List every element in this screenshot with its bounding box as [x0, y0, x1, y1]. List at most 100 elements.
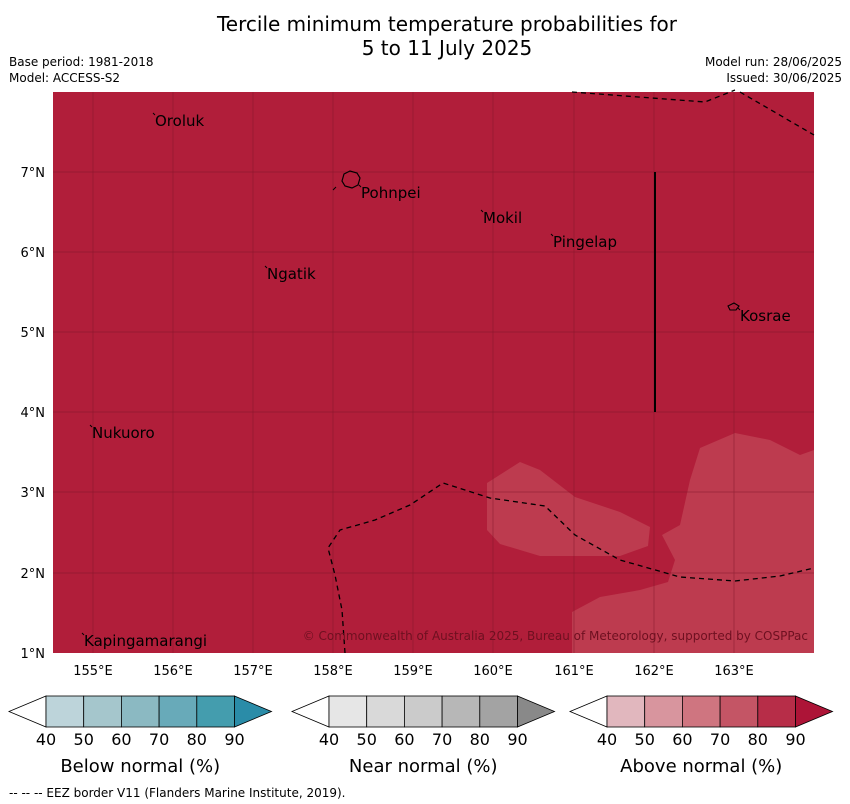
graticule	[53, 92, 814, 653]
latitude-label: 3°N	[21, 486, 46, 501]
legend-color-bin	[403, 695, 443, 728]
eez-border-south	[327, 482, 815, 654]
legend-color-bin	[83, 695, 122, 728]
place-label: Nukuoro	[92, 424, 155, 442]
place-marker	[480, 209, 484, 213]
longitude-labels: 155°E 156°E 157°E 158°E 159°E 160°E 161°E 162°E…	[73, 664, 754, 679]
place-label: Pingelap	[553, 233, 617, 251]
legend-tick-label: 90	[785, 730, 805, 749]
map-title: Tercile minimum temperature probabilitie…	[0, 12, 850, 60]
kosrae-island-outline	[727, 302, 740, 311]
issued-date: Issued: 30/06/2025	[726, 71, 842, 85]
legend-tick-label: 80	[748, 730, 768, 749]
near-probability-patch	[487, 462, 650, 556]
legend-color-bin	[45, 695, 85, 728]
eez-border-north	[571, 89, 736, 103]
model-run: Model run: 28/06/2025	[704, 55, 842, 69]
legend-tick-label: 70	[149, 730, 169, 749]
legend-tick-label: 50	[635, 730, 655, 749]
legend-tick-label: 90	[224, 730, 244, 749]
legend-tick-label: 50	[74, 730, 94, 749]
latitude-label: 2°N	[21, 567, 46, 582]
place-label: Mokil	[483, 209, 522, 227]
legend-color-bin	[644, 695, 683, 728]
legend-tick-label: 40	[319, 730, 339, 749]
legend-extension-high	[234, 695, 273, 728]
legend-tick-label: 70	[710, 730, 730, 749]
latitude-labels: 7°N 6°N 5°N 4°N 3°N 2°N 1°N	[21, 166, 46, 662]
title-line-1: Tercile minimum temperature probabilitie…	[216, 12, 678, 36]
legend-extension-high	[795, 695, 834, 728]
legend-color-bin	[719, 695, 759, 728]
longitude-label: 163°E	[714, 664, 754, 679]
place-marker	[81, 632, 85, 636]
legend-title: Below normal (%)	[60, 756, 220, 777]
legend-tick-label: 80	[187, 730, 207, 749]
legend-color-bin	[328, 695, 368, 728]
place-marker	[550, 233, 554, 237]
legend-extension-low	[290, 695, 330, 728]
place-marker	[152, 112, 156, 116]
longitude-label: 159°E	[393, 664, 433, 679]
longitude-label: 162°E	[634, 664, 674, 679]
legend-color-bin	[158, 695, 198, 728]
legend-tick-label: 40	[36, 730, 56, 749]
legend-title: Above normal (%)	[620, 756, 782, 777]
longitude-label: 161°E	[554, 664, 594, 679]
legend-tick-label: 80	[470, 730, 490, 749]
place-label: Oroluk	[155, 112, 204, 130]
legend-color-bin	[366, 695, 405, 728]
place-label: Kapingamarangi	[84, 632, 207, 650]
place-marker	[737, 307, 741, 311]
longitude-label: 155°E	[73, 664, 113, 679]
legend-color-bin	[479, 695, 518, 728]
longitude-label: 157°E	[233, 664, 273, 679]
legend-tick-label: 60	[672, 730, 692, 749]
legend-tick-label: 50	[357, 730, 377, 749]
eez-footnote: -- -- -- EEZ border V11 (Flanders Marine…	[9, 786, 346, 800]
legend-color-bin	[682, 695, 721, 728]
title-line-2: 5 to 11 July 2025	[361, 36, 533, 60]
legend-tick-label: 60	[394, 730, 414, 749]
latitude-label: 5°N	[21, 326, 46, 341]
legend-tick-label: 40	[597, 730, 617, 749]
legend-tick-label: 70	[432, 730, 452, 749]
legend-title: Near normal (%)	[349, 756, 498, 777]
place-marker	[264, 265, 268, 269]
place-labels: Oroluk Pohnpei Mokil Pingelap Ngatik Kosrae Nu…	[81, 112, 791, 650]
legend-colorbar: 40 50 60 70 80 90 Near normal (%)	[290, 695, 556, 777]
legend-extension-low	[7, 695, 47, 728]
place-label: Ngatik	[267, 265, 316, 283]
latitude-label: 6°N	[21, 246, 46, 261]
legend-color-bin	[757, 695, 796, 728]
pohnpei-island-outline	[341, 170, 361, 189]
map-panel: Oroluk Pohnpei Mokil Pingelap Ngatik Kosrae Nu…	[53, 89, 815, 654]
place-label: Pohnpei	[361, 184, 421, 202]
metadata-left: Base period: 1981-2018 Model: ACCESS-S2	[9, 54, 154, 86]
latitude-label: 7°N	[21, 166, 46, 181]
place-label: Kosrae	[740, 307, 791, 325]
legend-color-bin	[441, 695, 481, 728]
place-marker	[89, 424, 93, 428]
legend-extension-low	[568, 695, 608, 728]
legend-color-bin	[606, 695, 646, 728]
place-marker	[358, 184, 362, 188]
pohnpei-islet	[332, 186, 337, 191]
legend-color-bin	[121, 695, 160, 728]
longitude-label: 158°E	[313, 664, 353, 679]
base-period: Base period: 1981-2018	[9, 55, 154, 69]
model-name: Model: ACCESS-S2	[9, 71, 121, 85]
legend-tick-label: 90	[507, 730, 527, 749]
longitude-label: 160°E	[473, 664, 513, 679]
legend-color-bin	[196, 695, 235, 728]
near-probability-patch-south	[572, 433, 814, 653]
longitude-label: 156°E	[153, 664, 193, 679]
copyright-text: © Commonwealth of Australia 2025, Bureau…	[303, 629, 808, 643]
eez-borders	[327, 89, 815, 654]
legend-tick-label: 60	[111, 730, 131, 749]
latitude-label: 4°N	[21, 406, 46, 421]
